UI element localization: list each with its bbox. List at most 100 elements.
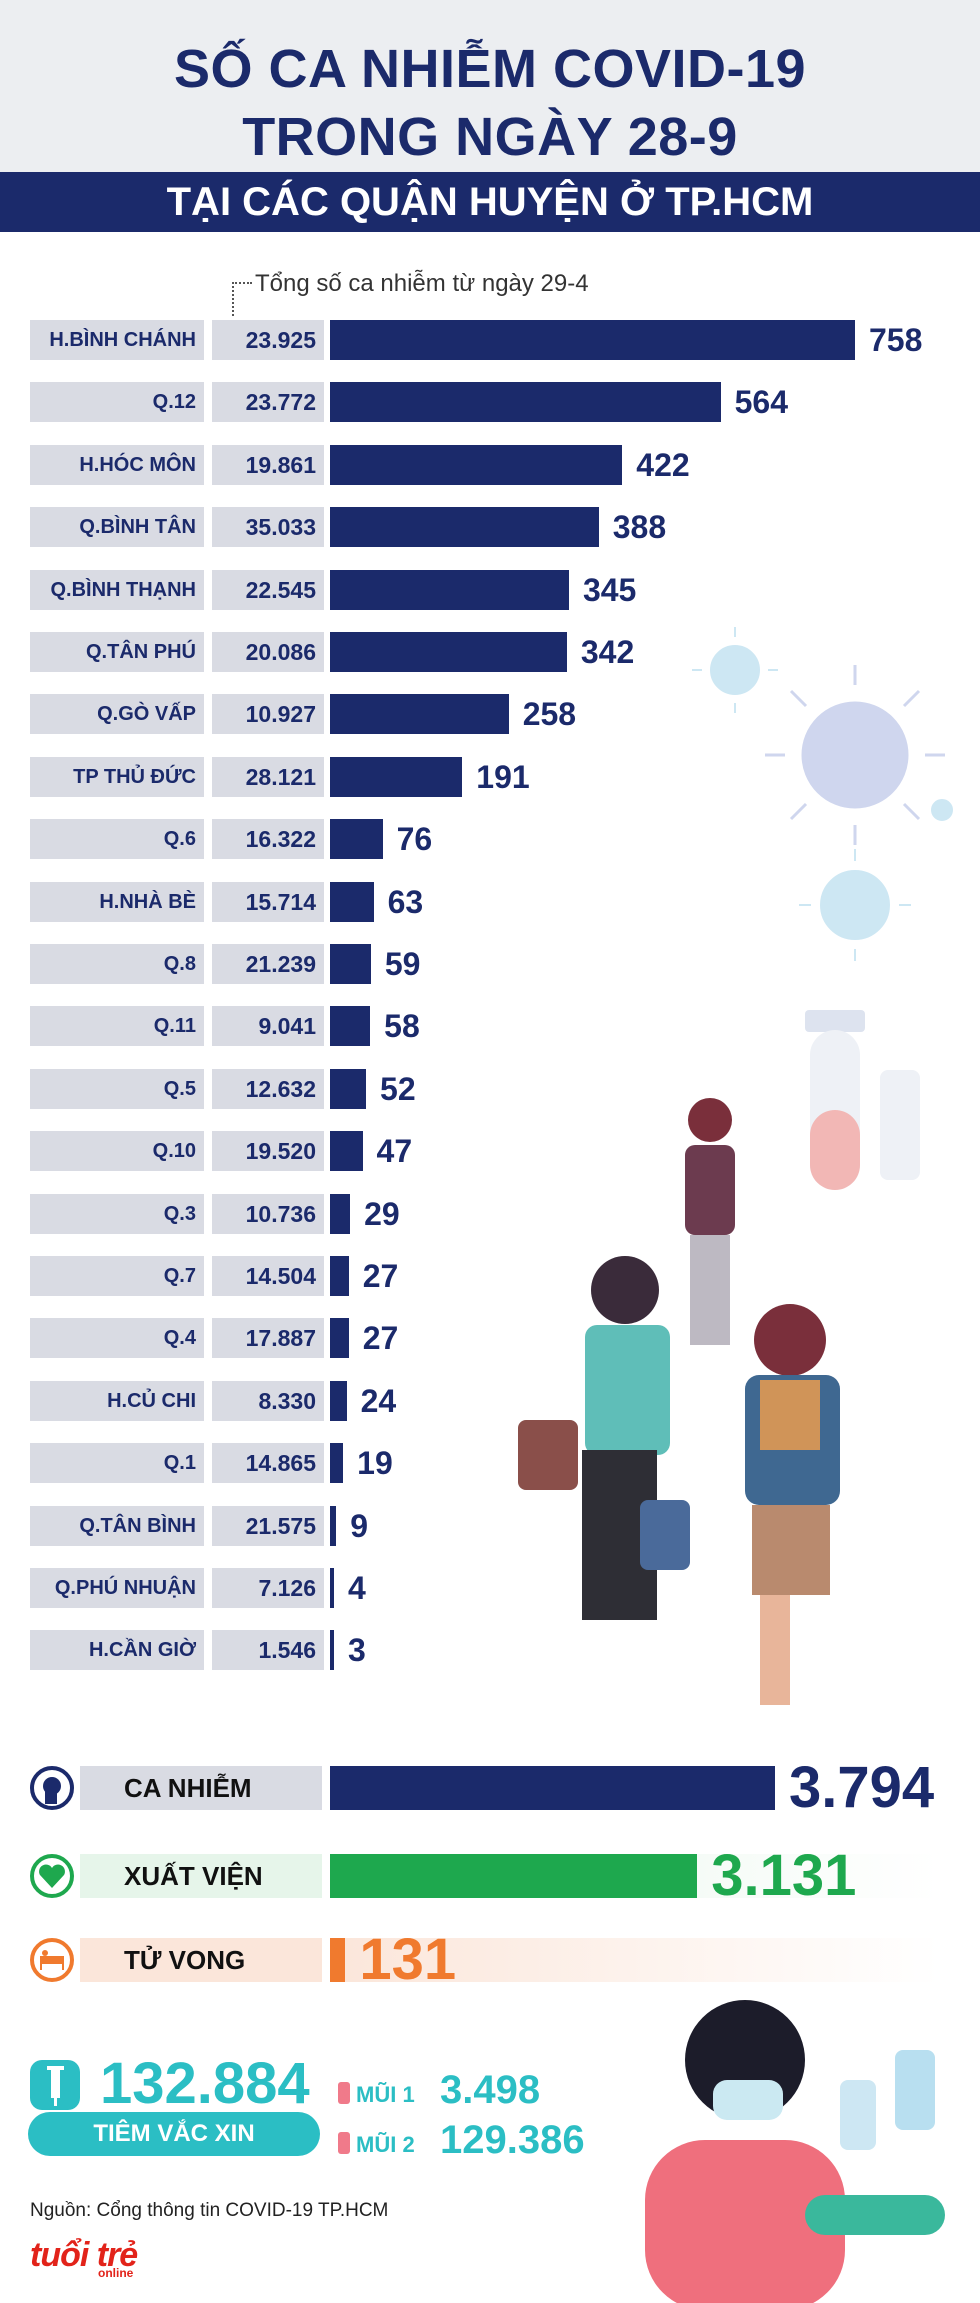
test-tube-illustration bbox=[805, 1010, 920, 1190]
row-daily-value: 258 bbox=[522, 696, 577, 732]
row-district-label: Q.3 bbox=[30, 1194, 204, 1234]
row-bar bbox=[330, 632, 567, 672]
row-total-cases: 7.126 bbox=[212, 1568, 324, 1608]
row-district-label: H.CỦ CHI bbox=[30, 1381, 204, 1421]
row-daily-value: 4 bbox=[348, 1570, 366, 1606]
row-daily-value: 388 bbox=[612, 509, 667, 545]
row-daily-value: 24 bbox=[360, 1383, 397, 1419]
virus-illustration bbox=[692, 627, 953, 961]
row-daily-value: 3 bbox=[348, 1632, 366, 1668]
dose1-label: MŨI 1 bbox=[356, 2082, 415, 2107]
row-daily-value: 9 bbox=[350, 1508, 369, 1544]
row-total-cases: 21.239 bbox=[212, 944, 324, 984]
head-icon bbox=[30, 1766, 74, 1810]
tuoitre-logo-sub: online bbox=[98, 2266, 134, 2280]
total-note: Tổng số ca nhiễm từ ngày 29-4 bbox=[255, 270, 589, 297]
deaths-bar bbox=[330, 1938, 346, 1982]
row-daily-value: 27 bbox=[362, 1258, 399, 1294]
people-illustration bbox=[518, 1098, 840, 1705]
deaths-label: TỬ VONG bbox=[80, 1938, 322, 1982]
row-total-cases: 23.772 bbox=[212, 382, 324, 422]
row-bar bbox=[330, 1443, 344, 1483]
row-daily-value: 345 bbox=[582, 572, 637, 608]
row-district-label: Q.6 bbox=[30, 819, 204, 859]
row-district-label: Q.10 bbox=[30, 1131, 204, 1171]
row-daily-value: 58 bbox=[384, 1008, 420, 1044]
row-bar bbox=[330, 320, 855, 360]
row-total-cases: 21.575 bbox=[212, 1506, 324, 1546]
row-bar bbox=[330, 944, 371, 984]
row-bar bbox=[330, 1568, 334, 1608]
discharged-label: XUẤT VIỆN bbox=[80, 1854, 322, 1898]
row-district-label: H.HÓC MÔN bbox=[30, 445, 204, 485]
row-bar bbox=[330, 1381, 347, 1421]
row-daily-value: 52 bbox=[380, 1071, 416, 1107]
row-district-label: Q.7 bbox=[30, 1256, 204, 1296]
row-daily-value: 422 bbox=[636, 447, 690, 483]
row-daily-value: 191 bbox=[476, 759, 530, 795]
row-total-cases: 19.520 bbox=[212, 1131, 324, 1171]
row-district-label: Q.TÂN PHÚ bbox=[30, 632, 204, 672]
row-bar bbox=[330, 1256, 349, 1296]
row-total-cases: 28.121 bbox=[212, 757, 324, 797]
infected-label: CA NHIỄM bbox=[80, 1766, 322, 1810]
row-bar bbox=[330, 819, 383, 859]
dose2-value: 129.386 bbox=[440, 2118, 585, 2162]
row-district-label: Q.BÌNH THẠNH bbox=[30, 570, 204, 610]
row-total-cases: 15.714 bbox=[212, 882, 324, 922]
dose2-label: MŨI 2 bbox=[356, 2132, 415, 2157]
discharged-value: 3.131 bbox=[711, 1843, 857, 1908]
row-district-label: Q.GÒ VẤP bbox=[30, 694, 204, 734]
vaccination-illustration bbox=[645, 2000, 945, 2303]
row-daily-value: 564 bbox=[734, 384, 789, 420]
subtitle-band bbox=[0, 172, 980, 232]
row-daily-value: 19 bbox=[357, 1445, 393, 1481]
deaths-track bbox=[330, 1938, 940, 1982]
row-daily-value: 758 bbox=[869, 322, 923, 358]
row-district-label: Q.4 bbox=[30, 1318, 204, 1358]
row-district-label: H.CẦN GIỜ bbox=[30, 1630, 204, 1670]
row-bar bbox=[330, 507, 599, 547]
row-bar bbox=[330, 382, 721, 422]
row-district-label: Q.8 bbox=[30, 944, 204, 984]
syringe-icon bbox=[30, 2060, 80, 2110]
row-total-cases: 20.086 bbox=[212, 632, 324, 672]
page-title-line1: SỐ CA NHIỄM COVID-19 bbox=[173, 39, 807, 99]
row-total-cases: 8.330 bbox=[212, 1381, 324, 1421]
row-total-cases: 1.546 bbox=[212, 1630, 324, 1670]
row-bar bbox=[330, 1318, 349, 1358]
row-bar bbox=[330, 1194, 351, 1234]
row-bar bbox=[330, 445, 623, 485]
row-bar bbox=[330, 1506, 337, 1546]
deaths-value: 131 bbox=[359, 1927, 457, 1992]
row-district-label: H.BÌNH CHÁNH bbox=[30, 320, 204, 360]
row-daily-value: 63 bbox=[387, 884, 424, 920]
row-total-cases: 14.865 bbox=[212, 1443, 324, 1483]
page-title-line2: TRONG NGÀY 28-9 bbox=[242, 107, 738, 167]
tuoitre-logo: tuổi trẻ bbox=[30, 2236, 138, 2274]
dose1-value: 3.498 bbox=[440, 2068, 541, 2112]
vaccine-label: TIÊM VẮC XIN bbox=[28, 2112, 320, 2156]
discharged-bar bbox=[330, 1854, 698, 1898]
row-total-cases: 19.861 bbox=[212, 445, 324, 485]
source-note: Nguồn: Cổng thông tin COVID-19 TP.HCM bbox=[30, 2200, 389, 2221]
row-bar bbox=[330, 1131, 363, 1171]
row-total-cases: 35.033 bbox=[212, 507, 324, 547]
infected-bar bbox=[330, 1766, 775, 1810]
row-daily-value: 76 bbox=[396, 821, 433, 857]
row-district-label: TP THỦ ĐỨC bbox=[30, 757, 204, 797]
row-total-cases: 14.504 bbox=[212, 1256, 324, 1296]
vaccine-total: 132.884 bbox=[100, 2051, 310, 2116]
row-district-label: Q.BÌNH TÂN bbox=[30, 507, 204, 547]
row-bar bbox=[330, 1069, 367, 1109]
row-bar bbox=[330, 757, 463, 797]
row-total-cases: 9.041 bbox=[212, 1006, 324, 1046]
row-total-cases: 12.632 bbox=[212, 1069, 324, 1109]
row-daily-value: 59 bbox=[384, 946, 421, 982]
row-bar bbox=[330, 882, 374, 922]
row-district-label: Q.1 bbox=[30, 1443, 204, 1483]
row-bar bbox=[330, 1006, 371, 1046]
row-daily-value: 27 bbox=[362, 1320, 399, 1356]
row-daily-value: 342 bbox=[580, 634, 635, 670]
row-bar bbox=[330, 1630, 334, 1670]
